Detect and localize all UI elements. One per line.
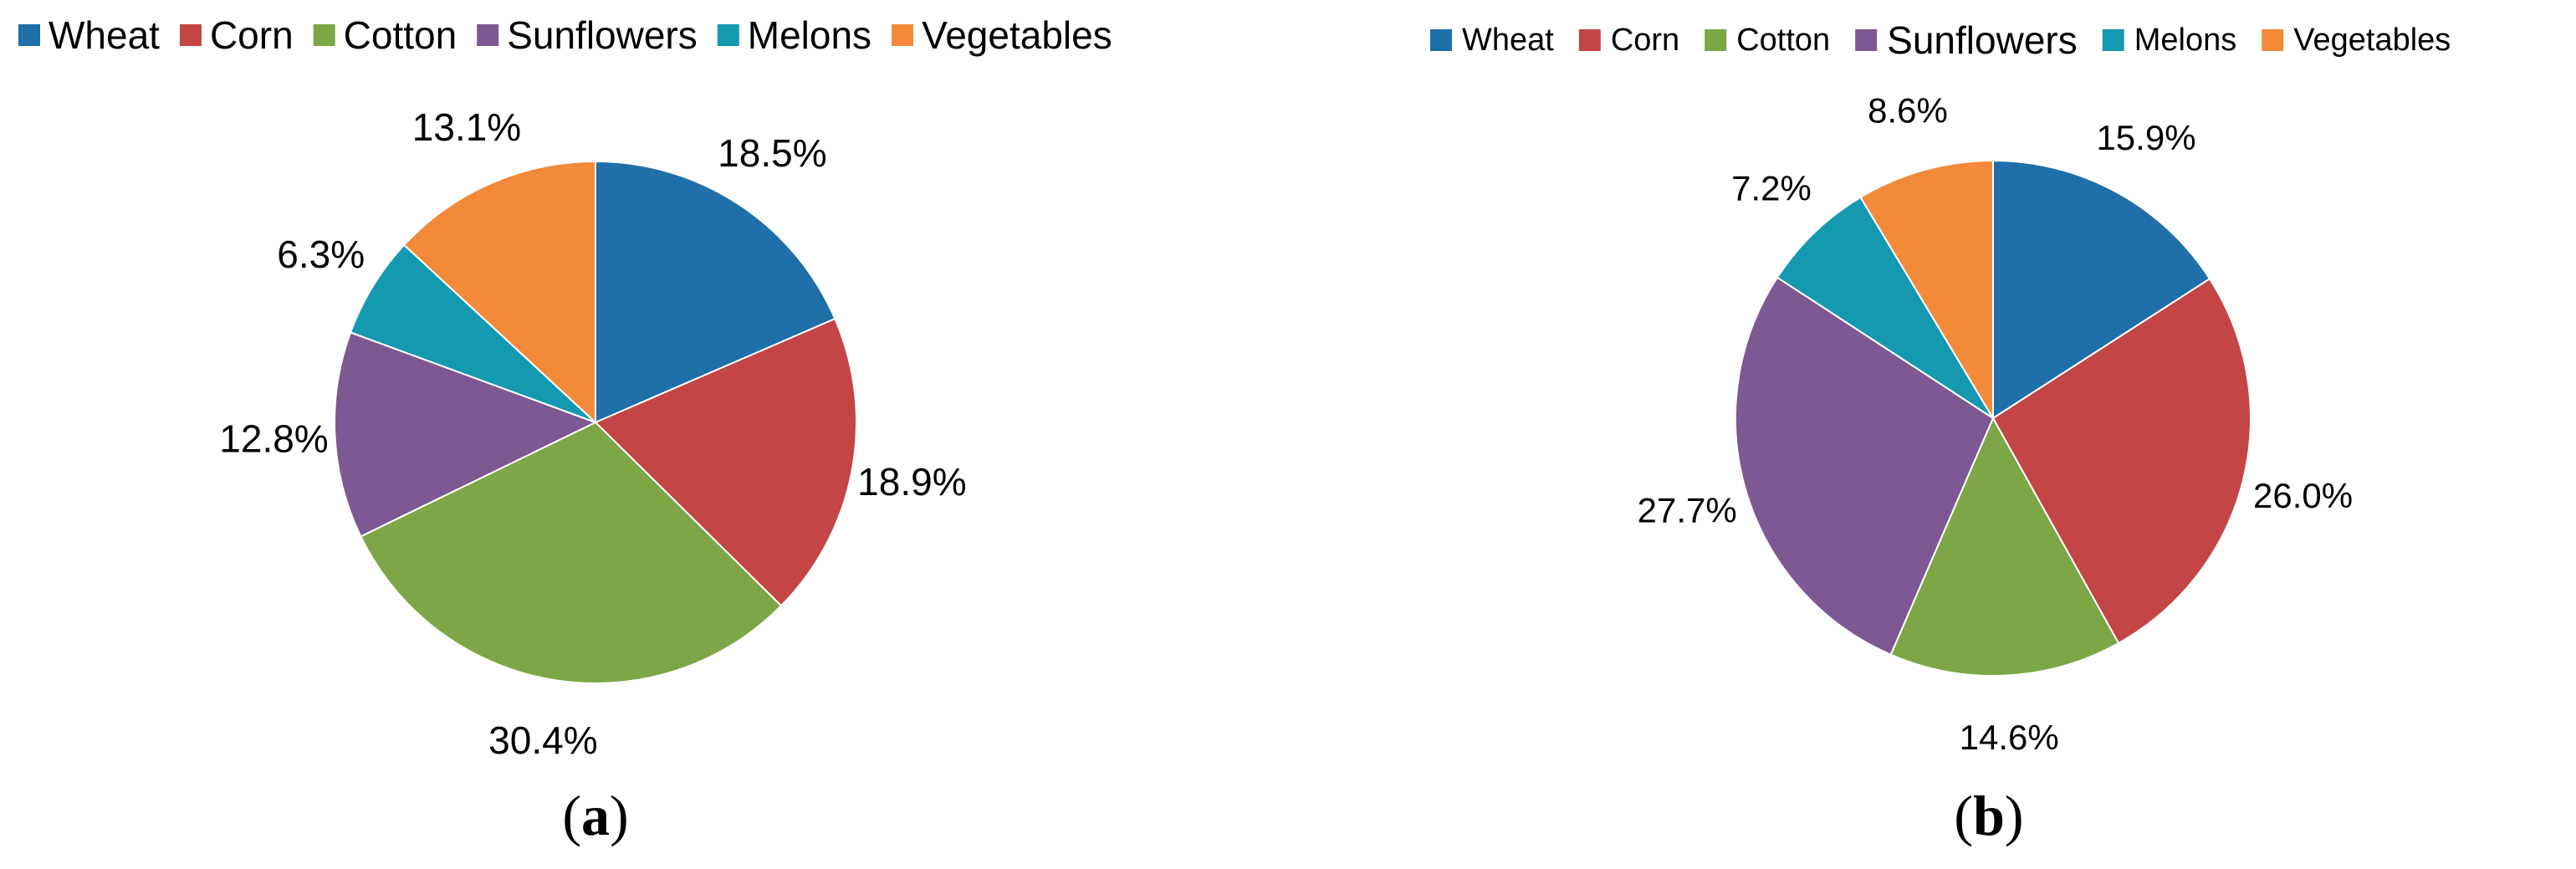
pie-slice-vegetables (1859, 159, 1994, 422)
legend-label-sunflowers: Sunflowers (507, 13, 698, 57)
data-label-wheat: 15.9% (2096, 118, 2195, 157)
data-label-cotton: 14.6% (1960, 718, 2059, 757)
legend-label-wheat: Wheat (1462, 23, 1554, 58)
pie-slice-cotton (1889, 416, 2120, 677)
legend-swatch-sunflowers (1855, 29, 1878, 51)
pie-labels-b: 15.9% 26.0% 14.6% 27.7% 7.2% 8.6% (1638, 90, 2353, 757)
pie-slices-b (1735, 159, 2251, 677)
legend-swatch-sunflowers (477, 24, 499, 46)
pie-slice-vegetables (402, 160, 596, 425)
data-label-sunflowers: 27.7% (1638, 491, 1737, 530)
pie-labels-a: 18.5% 18.9% 30.4% 12.8% 6.3% 13.1% (219, 105, 966, 762)
legend-label-vegetables: Vegetables (922, 13, 1112, 57)
data-label-sunflowers: 12.8% (219, 417, 328, 460)
pie-slice-wheat (1992, 159, 2211, 420)
pie-slice-cotton (360, 421, 783, 684)
legend-label-wheat: Wheat (49, 13, 160, 57)
legend-swatch-melons (2102, 29, 2124, 51)
pie-slices-a (334, 160, 858, 684)
legend-label-sunflowers: Sunflowers (1887, 18, 2078, 62)
pie-chart-a: Wheat Corn Cotton Sunflowers Melons Vegetable… (18, 13, 1112, 847)
legend-label-corn: Corn (210, 13, 294, 57)
pie-slice-wheat (595, 160, 836, 424)
legend-swatch-wheat (1430, 29, 1452, 51)
panel-label-b: (b) (1954, 784, 2023, 847)
legend-swatch-wheat (18, 24, 40, 46)
data-label-corn: 26.0% (2253, 476, 2353, 515)
pie-slice-sunflowers (1735, 276, 1995, 656)
legend-label-melons: Melons (748, 13, 871, 57)
pie-slice-sunflowers (334, 331, 598, 538)
data-label-melons: 7.2% (1731, 168, 1812, 207)
data-label-corn: 18.9% (857, 460, 966, 504)
panel-label-a: (a) (562, 784, 628, 847)
data-label-cotton: 30.4% (488, 718, 597, 762)
pie-slice-corn (1991, 277, 2251, 645)
legend-swatch-vegetables (892, 24, 914, 46)
legend-label-cotton: Cotton (1736, 23, 1830, 58)
legend-label-melons: Melons (2134, 23, 2237, 58)
pie-slice-melons (1776, 196, 1994, 419)
legend-b: Wheat Corn Cotton Sunflowers Melons Vegetable… (1430, 18, 2451, 62)
legend-label-corn: Corn (1611, 23, 1679, 58)
legend-swatch-melons (717, 24, 739, 46)
legend-swatch-cotton (313, 24, 335, 46)
pie-chart-b: Wheat Corn Cotton Sunflowers Melons Vegetable… (1430, 18, 2451, 847)
legend-swatch-vegetables (2262, 29, 2284, 51)
legend-swatch-corn (1578, 29, 1601, 51)
data-label-vegetables: 8.6% (1868, 90, 1948, 130)
legend-swatch-cotton (1705, 29, 1727, 51)
legend-a: Wheat Corn Cotton Sunflowers Melons Vegetable… (18, 13, 1112, 57)
legend-swatch-corn (179, 24, 202, 46)
data-label-melons: 6.3% (277, 233, 365, 276)
data-label-vegetables: 13.1% (412, 105, 521, 149)
data-label-wheat: 18.5% (718, 131, 826, 175)
pie-slice-melons (349, 243, 596, 423)
legend-label-vegetables: Vegetables (2293, 23, 2451, 58)
legend-label-cotton: Cotton (344, 13, 457, 57)
pie-slice-corn (594, 317, 858, 607)
